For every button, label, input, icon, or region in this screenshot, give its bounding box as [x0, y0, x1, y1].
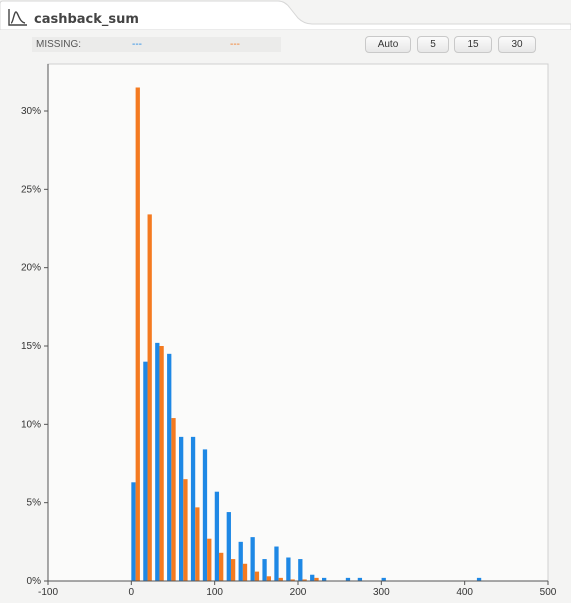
- histogram-bar-series2: [278, 577, 283, 581]
- histogram-bar-series2: [183, 479, 188, 581]
- x-tick-label: 300: [373, 587, 390, 598]
- y-tick-label: 30%: [21, 106, 41, 117]
- histogram-bar-series1: [357, 577, 363, 581]
- histogram-bar-series1: [262, 559, 267, 581]
- histogram-bar-series2: [314, 577, 319, 581]
- histogram-bar-series1: [131, 482, 136, 581]
- histogram-bar-series2: [242, 563, 248, 581]
- histogram-bar-series1: [202, 449, 208, 581]
- histogram-bar-series1: [476, 577, 482, 581]
- histogram-bar-series2: [302, 579, 307, 581]
- histogram-bar-series2: [230, 559, 236, 581]
- histogram-bar-series2: [266, 576, 271, 581]
- missing-series1-value: ---: [132, 39, 142, 50]
- histogram-bar-series1: [322, 577, 327, 581]
- histogram-bar-series2: [219, 552, 224, 581]
- missing-series2-value: ---: [230, 39, 240, 50]
- histogram-bar-series1: [310, 574, 315, 581]
- histogram-bar-series1: [167, 353, 172, 581]
- chart-title: cashback_sum: [34, 11, 139, 27]
- x-tick-label: 200: [290, 587, 307, 598]
- x-tick-label: -100: [38, 587, 58, 598]
- histogram-bar-series1: [250, 537, 255, 581]
- y-tick-label: 5%: [27, 498, 42, 509]
- histogram-bar-series1: [238, 541, 243, 581]
- histogram-bar-series1: [155, 342, 160, 581]
- x-tick-label: 400: [456, 587, 473, 598]
- y-tick-label: 20%: [21, 263, 41, 274]
- missing-label: MISSING:: [36, 39, 82, 50]
- y-tick-label: 25%: [21, 184, 41, 195]
- histogram-bar-series1: [274, 546, 279, 581]
- histogram-bar-series2: [135, 87, 140, 581]
- histogram-bar-series2: [195, 507, 200, 581]
- histogram-bar-series2: [254, 571, 260, 581]
- distribution-curve-icon: [8, 8, 28, 31]
- bin-auto-button[interactable]: Auto: [365, 36, 411, 53]
- histogram-bar-series1: [190, 436, 196, 581]
- histogram-bar-series2: [171, 418, 176, 581]
- histogram-bar-series2: [207, 538, 212, 581]
- x-tick-label: 0: [129, 587, 135, 598]
- x-tick-label: 100: [206, 587, 223, 598]
- histogram-bar-series2: [147, 214, 152, 581]
- x-tick-label: 500: [540, 587, 557, 598]
- histogram-bar-series1: [286, 557, 291, 581]
- histogram-bar-series1: [179, 436, 184, 581]
- title-tab: [0, 0, 571, 30]
- histogram-bar-series1: [143, 361, 148, 581]
- bin-30-button[interactable]: 30: [498, 36, 536, 53]
- histogram-bar-series1: [214, 491, 220, 581]
- histogram-bar-series2: [290, 579, 295, 581]
- bin-15-button[interactable]: 15: [454, 36, 492, 53]
- y-tick-label: 15%: [21, 341, 41, 352]
- y-tick-label: 10%: [21, 419, 41, 430]
- histogram-bar-series1: [298, 559, 303, 581]
- missing-values-bar: MISSING: --- ---: [32, 37, 281, 52]
- bin-5-button[interactable]: 5: [417, 36, 449, 53]
- histogram-bar-series1: [345, 577, 351, 581]
- chart-header: cashback_sum: [8, 8, 139, 30]
- plot-area: [47, 63, 549, 582]
- histogram-bar-series1: [226, 512, 231, 581]
- y-tick-label: 0%: [27, 576, 42, 587]
- histogram-bar-series1: [381, 577, 386, 581]
- histogram-bar-series2: [159, 346, 164, 581]
